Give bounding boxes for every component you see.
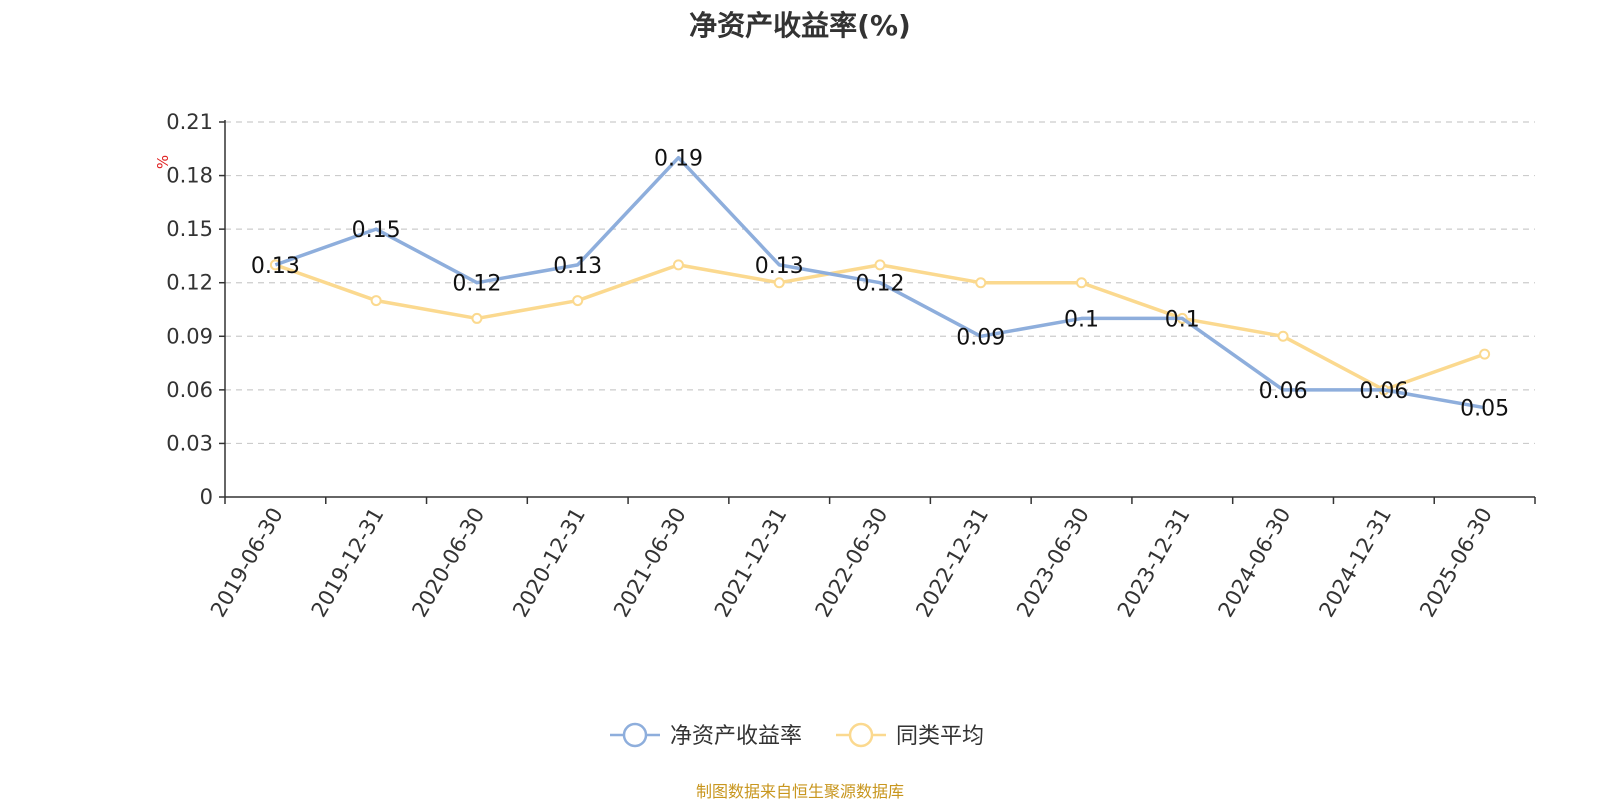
x-tick-label: 2025-06-30 <box>1415 504 1497 622</box>
x-tick-label: 2022-06-30 <box>811 504 893 622</box>
data-point <box>773 277 785 289</box>
data-point <box>572 295 584 307</box>
x-tick-label: 2024-12-31 <box>1314 504 1396 622</box>
data-label: 0.13 <box>755 254 804 279</box>
series <box>269 155 1491 410</box>
x-tick-label: 2020-12-31 <box>508 504 590 622</box>
data-point <box>672 259 684 271</box>
legend-marker <box>622 722 648 748</box>
series-line <box>274 155 1485 410</box>
data-point <box>1076 277 1088 289</box>
x-tick-label: 2021-06-30 <box>609 504 691 622</box>
data-source-note: 制图数据来自恒生聚源数据库 <box>695 782 904 801</box>
x-tick-label: 2023-06-30 <box>1012 504 1094 622</box>
data-label: 0.12 <box>452 272 501 297</box>
x-tick-label: 2023-12-31 <box>1113 504 1195 622</box>
legend-label: 净资产收益率 <box>670 724 802 749</box>
x-tick-label: 2024-06-30 <box>1214 504 1296 622</box>
data-label: 0.1 <box>1064 307 1099 332</box>
y-tick-label: 0.06 <box>166 378 213 402</box>
data-label: 0.06 <box>1359 379 1408 404</box>
chart-title: 净资产收益率(%) <box>689 9 911 42</box>
data-point <box>975 277 987 289</box>
axes: 0 0.03 0.06 0.09 0.12 0.15 0.18 0.21% 2019-06-30… <box>154 110 1536 622</box>
legend: 净资产收益率 同类平均 <box>610 722 984 749</box>
data-label: 0.06 <box>1259 379 1308 404</box>
y-tick-label: 0.03 <box>166 431 213 455</box>
data-label: 0.15 <box>352 218 401 243</box>
legend-marker <box>848 722 874 748</box>
y-tick-label: 0.09 <box>166 324 213 348</box>
data-label: 0.09 <box>956 325 1005 350</box>
y-axis-label: % <box>154 155 172 169</box>
data-point <box>874 259 886 271</box>
data-point <box>1479 348 1491 360</box>
y-tick-label: 0.12 <box>166 271 213 295</box>
data-label: 0.19 <box>654 147 703 172</box>
y-tick-label: 0.15 <box>166 217 213 241</box>
x-tick-label: 2020-06-30 <box>407 504 489 622</box>
y-tick-label: 0 <box>200 485 213 509</box>
x-tick-label: 2019-06-30 <box>206 504 288 622</box>
x-tick-label: 2019-12-31 <box>307 504 389 622</box>
legend-label: 同类平均 <box>896 724 984 749</box>
y-tick-label: 0.18 <box>166 164 213 188</box>
x-tick-label: 2021-12-31 <box>710 504 792 622</box>
x-tick-label: 2022-12-31 <box>911 504 993 622</box>
y-tick-label: 0.21 <box>166 110 213 134</box>
data-label: 0.13 <box>251 254 300 279</box>
data-labels: 0.13 0.15 0.12 0.13 0.19 0.13 0.12 0.09 0.1 0.1 0.… <box>251 147 1509 422</box>
data-label: 0.12 <box>856 272 905 297</box>
data-point <box>1277 330 1289 342</box>
data-label: 0.1 <box>1165 307 1200 332</box>
data-label: 0.13 <box>553 254 602 279</box>
data-label: 0.05 <box>1460 397 1509 422</box>
data-point <box>370 295 382 307</box>
data-point <box>471 312 483 324</box>
